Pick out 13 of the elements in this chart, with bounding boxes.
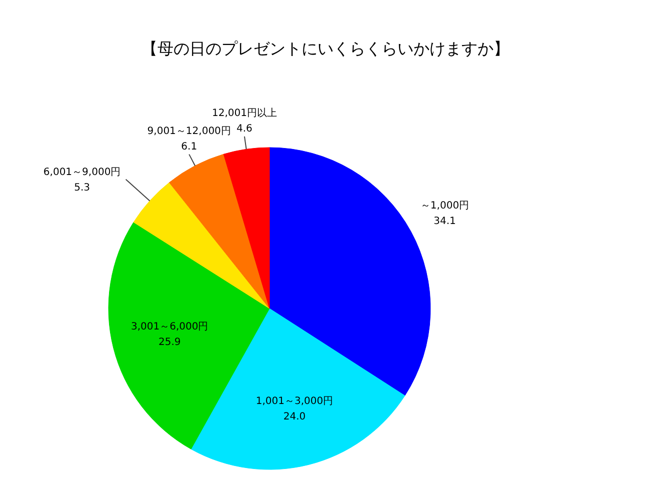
data-label: 34.1 bbox=[434, 216, 456, 227]
slice-label: ～1,000円 bbox=[420, 200, 470, 212]
data-label: 4.6 bbox=[236, 123, 252, 134]
data-label: 5.3 bbox=[74, 182, 90, 194]
data-label: 24.0 bbox=[283, 411, 306, 422]
slice-label: 12,001円以上 bbox=[212, 106, 277, 119]
data-label: 6.1 bbox=[181, 141, 198, 152]
slice-label: 6,001～9,000円 bbox=[43, 166, 121, 178]
slice-label: 1,001～3,000円 bbox=[256, 396, 334, 407]
slice-label: 3,001～6,000円 bbox=[130, 321, 208, 332]
chart-title: 【母の日のプレゼントにいくらくらいかけますか】 bbox=[142, 39, 510, 58]
data-label: 25.9 bbox=[158, 336, 181, 348]
slice-label: 9,001～12,000円 bbox=[147, 126, 231, 137]
